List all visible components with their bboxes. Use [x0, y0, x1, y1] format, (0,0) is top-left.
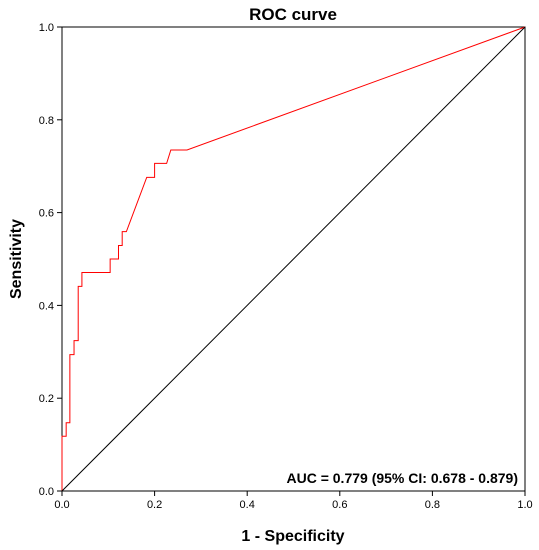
x-tick-label: 0.0 [54, 499, 69, 511]
y-tick-label: 0.0 [39, 486, 54, 498]
reference-diagonal-line [61, 26, 526, 492]
y-tick-label: 0.4 [39, 300, 54, 312]
y-tick-label: 0.6 [39, 208, 54, 220]
x-tick-label: 0.4 [240, 499, 255, 511]
auc-annotation: AUC = 0.779 (95% CI: 0.678 - 0.879) [286, 470, 518, 486]
plot-frame [61, 26, 526, 492]
chart-title: ROC curve [249, 5, 337, 24]
x-tick-label: 1.0 [517, 499, 532, 511]
x-tick-label: 0.8 [425, 499, 440, 511]
x-tick-label: 0.2 [147, 499, 162, 511]
y-tick-label: 1.0 [39, 22, 54, 34]
y-tick-label: 0.8 [39, 115, 54, 127]
y-axis-label: Sensitivity [8, 219, 25, 299]
roc-curve-line [61, 26, 526, 491]
y-tick-label: 0.2 [39, 393, 54, 405]
x-axis-label: 1 - Specificity [241, 528, 344, 545]
x-tick-label: 0.6 [332, 499, 347, 511]
